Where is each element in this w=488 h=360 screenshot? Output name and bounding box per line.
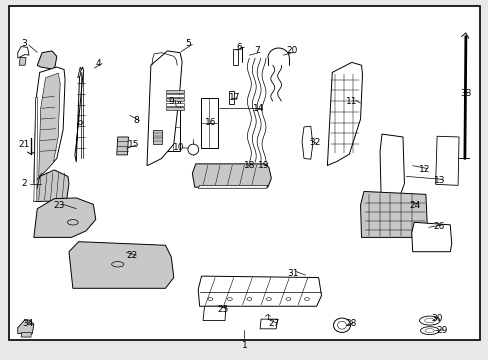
Text: 17: 17 bbox=[228, 93, 240, 102]
Polygon shape bbox=[327, 62, 362, 166]
Text: 5: 5 bbox=[185, 39, 191, 48]
Polygon shape bbox=[232, 49, 237, 65]
Polygon shape bbox=[165, 103, 183, 106]
Text: 28: 28 bbox=[345, 319, 356, 328]
Text: 9: 9 bbox=[168, 96, 174, 105]
Text: 1: 1 bbox=[241, 341, 247, 350]
Text: 15: 15 bbox=[127, 140, 139, 149]
Text: 30: 30 bbox=[430, 314, 442, 323]
Text: 12: 12 bbox=[418, 165, 430, 174]
Polygon shape bbox=[165, 90, 183, 93]
Text: 27: 27 bbox=[267, 319, 279, 328]
Text: 23: 23 bbox=[53, 201, 65, 210]
Text: 10: 10 bbox=[173, 143, 184, 152]
Polygon shape bbox=[200, 98, 217, 148]
Text: 11: 11 bbox=[346, 96, 357, 105]
Polygon shape bbox=[75, 67, 83, 162]
Polygon shape bbox=[198, 185, 267, 188]
Text: 8: 8 bbox=[133, 116, 139, 125]
Text: 7: 7 bbox=[253, 46, 259, 55]
Text: 6: 6 bbox=[236, 43, 242, 52]
Polygon shape bbox=[379, 134, 404, 194]
Polygon shape bbox=[18, 320, 34, 333]
Polygon shape bbox=[153, 130, 161, 144]
Polygon shape bbox=[260, 319, 277, 329]
Polygon shape bbox=[34, 67, 65, 184]
Text: 24: 24 bbox=[409, 201, 420, 210]
Polygon shape bbox=[435, 136, 458, 185]
Polygon shape bbox=[34, 170, 69, 202]
Text: 31: 31 bbox=[287, 269, 298, 278]
Text: 34: 34 bbox=[22, 319, 33, 328]
Polygon shape bbox=[34, 198, 96, 237]
Text: 29: 29 bbox=[435, 326, 447, 335]
Polygon shape bbox=[39, 73, 60, 176]
Polygon shape bbox=[360, 192, 427, 237]
Polygon shape bbox=[302, 126, 312, 159]
Text: 13: 13 bbox=[433, 176, 445, 185]
Text: 14: 14 bbox=[253, 104, 264, 113]
FancyBboxPatch shape bbox=[9, 6, 479, 339]
Text: 4: 4 bbox=[95, 59, 101, 68]
Polygon shape bbox=[147, 51, 182, 166]
Polygon shape bbox=[165, 94, 183, 97]
Polygon shape bbox=[198, 276, 321, 306]
Text: 19: 19 bbox=[258, 161, 269, 170]
Text: 20: 20 bbox=[286, 46, 297, 55]
Polygon shape bbox=[203, 306, 225, 320]
Polygon shape bbox=[228, 91, 233, 104]
Polygon shape bbox=[165, 98, 183, 102]
Text: 18: 18 bbox=[243, 161, 255, 170]
Polygon shape bbox=[19, 57, 26, 65]
Text: 25: 25 bbox=[216, 305, 228, 314]
Polygon shape bbox=[117, 137, 128, 155]
Text: 3: 3 bbox=[21, 39, 27, 48]
Polygon shape bbox=[165, 107, 183, 110]
Polygon shape bbox=[18, 46, 29, 58]
Text: 32: 32 bbox=[309, 138, 320, 147]
Text: 21: 21 bbox=[19, 140, 30, 149]
Text: 26: 26 bbox=[433, 222, 444, 231]
Polygon shape bbox=[37, 51, 57, 69]
Text: 22: 22 bbox=[126, 251, 138, 260]
Text: 2: 2 bbox=[21, 179, 27, 188]
Ellipse shape bbox=[187, 144, 198, 155]
Text: 16: 16 bbox=[204, 118, 216, 127]
Polygon shape bbox=[411, 222, 451, 252]
Polygon shape bbox=[21, 332, 31, 337]
Polygon shape bbox=[166, 101, 180, 151]
Polygon shape bbox=[192, 164, 271, 187]
Polygon shape bbox=[78, 67, 81, 78]
Polygon shape bbox=[69, 242, 173, 288]
Text: 33: 33 bbox=[460, 89, 471, 98]
Polygon shape bbox=[34, 98, 38, 202]
